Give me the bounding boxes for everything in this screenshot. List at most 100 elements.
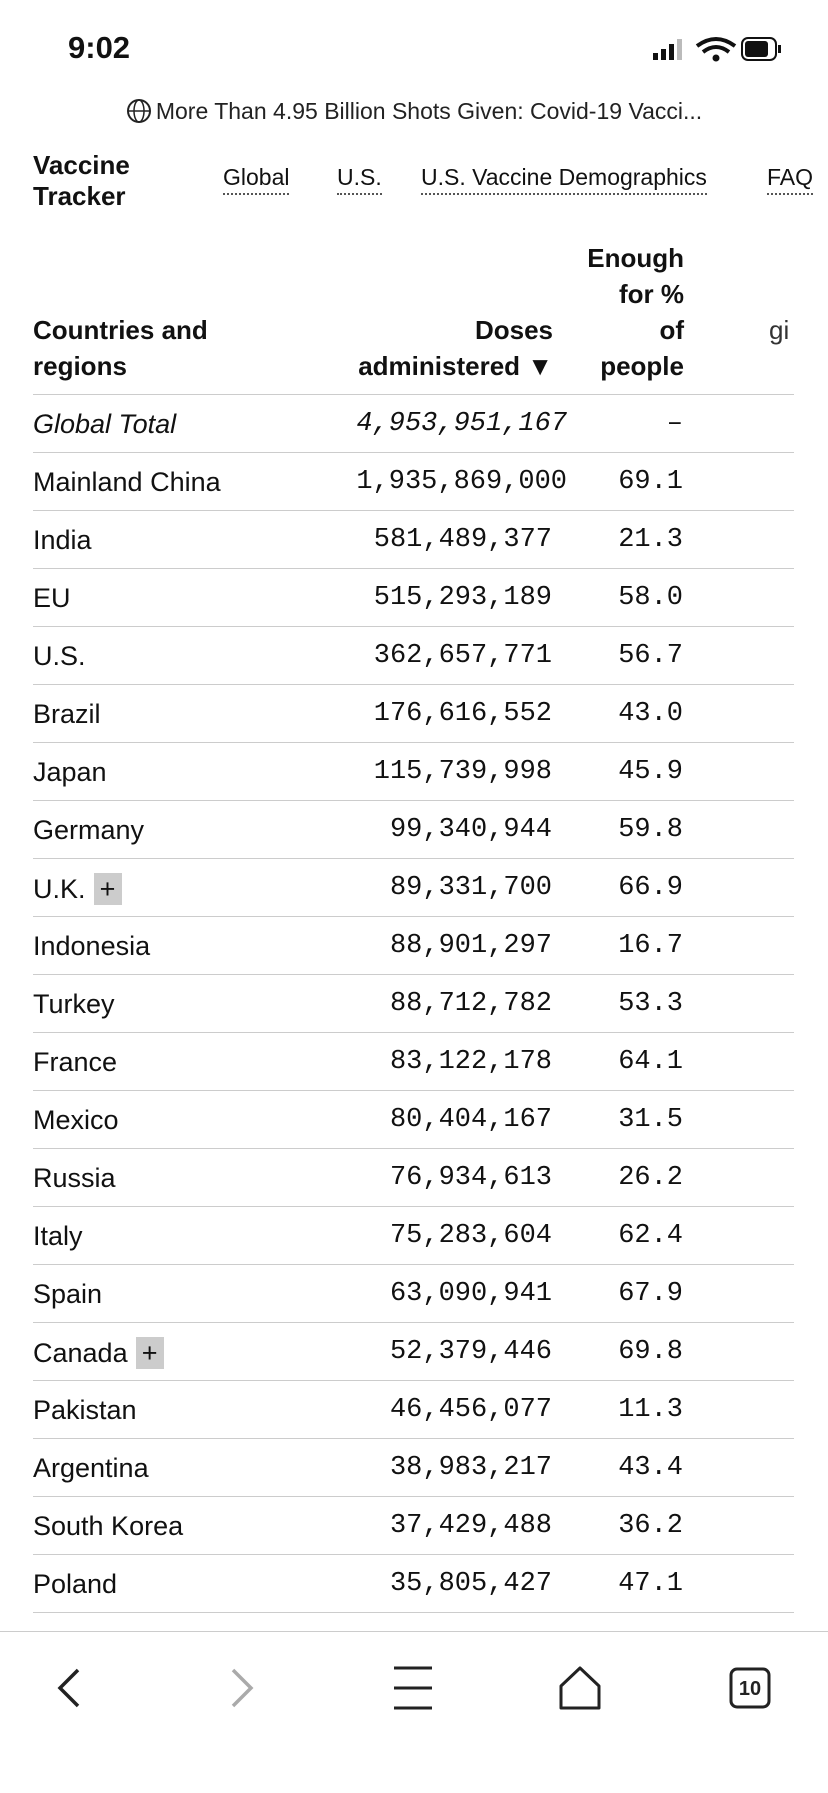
doses: 88,712,782 [389, 989, 552, 1019]
table-row: Russia 76,934,613 26.2 [33, 1149, 794, 1207]
doses: 76,934,613 [389, 1163, 552, 1193]
doses: 75,283,604 [389, 1221, 552, 1251]
column-header: Enough for % of people [587, 240, 684, 384]
table-row: Brazil 176,616,552 43.0 [33, 685, 794, 743]
tab-count: 10 [739, 1678, 761, 1700]
header-rule [33, 394, 794, 395]
nav-link[interactable]: Global [223, 164, 290, 195]
percent: 31.5 [618, 1105, 683, 1135]
percent: 69.8 [618, 1337, 683, 1367]
column-header: gi [769, 312, 789, 348]
doses: 46,456,077 [389, 1395, 552, 1425]
percent: 26.2 [618, 1163, 683, 1193]
table-row: EU 515,293,189 58.0 [33, 569, 794, 627]
doses: 515,293,189 [373, 583, 552, 613]
percent: 36.2 [618, 1511, 683, 1541]
toolbar-icons: 10 [57, 1666, 771, 1710]
country-name: France [33, 1047, 118, 1077]
status-time: 9:02 [68, 30, 131, 65]
percent: 56.7 [618, 641, 683, 671]
doses: 38,983,217 [389, 1453, 552, 1483]
expand-button[interactable]: + [135, 1337, 164, 1369]
table-row: U.K. + 89,331,700 66.9 [33, 859, 794, 917]
percent: 16.7 [618, 931, 683, 961]
header-line: administered ▼ [358, 351, 553, 381]
table-row: India 581,489,377 21.3 [33, 511, 794, 569]
table-row: France 83,122,178 64.1 [33, 1033, 794, 1091]
country-name: Spain [33, 1279, 103, 1309]
globe-icon [126, 99, 151, 123]
doses: 83,122,178 [389, 1047, 552, 1077]
table-row: South Korea 37,429,488 36.2 [33, 1497, 794, 1555]
nav-link[interactable]: FAQ [767, 164, 814, 195]
country-name: Argentina [33, 1453, 149, 1483]
percent: 59.8 [618, 815, 683, 845]
doses: 4,953,951,167 [356, 409, 567, 439]
header-line: of [659, 315, 684, 345]
doses: 99,340,944 [389, 815, 552, 845]
percent: 58.0 [618, 583, 683, 613]
header-line: regions [33, 351, 127, 381]
nav-link[interactable]: U.S. Vaccine Demographics [421, 164, 707, 195]
country-name: Global Total [33, 409, 177, 439]
header-line: gi [769, 315, 790, 345]
doses: 88,901,297 [389, 931, 552, 961]
country-name: Poland [33, 1569, 118, 1599]
country-name: EU [33, 583, 71, 613]
forward-button[interactable] [231, 1668, 254, 1708]
expand-button[interactable]: + [93, 873, 122, 905]
table-row: Mexico 80,404,167 31.5 [33, 1091, 794, 1149]
country-name: Italy [33, 1221, 83, 1251]
status-icons [653, 37, 781, 62]
doses: 176,616,552 [373, 699, 552, 729]
percent: 47.1 [618, 1569, 683, 1599]
toolbar: 10 [0, 1631, 828, 1793]
doses: 52,379,446 [389, 1337, 552, 1367]
doses: 581,489,377 [373, 525, 552, 555]
table-row: Japan 115,739,998 45.9 [33, 743, 794, 801]
menu-button[interactable] [394, 1666, 432, 1710]
table-row: Italy 75,283,604 62.4 [33, 1207, 794, 1265]
country-name: Pakistan [33, 1395, 137, 1425]
percent: 11.3 [618, 1395, 683, 1425]
table-row: Indonesia 88,901,297 16.7 [33, 917, 794, 975]
table-row: Mainland China 1,935,869,000 69.1 [33, 453, 794, 511]
country-name: Turkey [33, 989, 115, 1019]
country-name: South Korea [33, 1511, 184, 1541]
header-line: people [600, 351, 684, 381]
home-button[interactable] [559, 1666, 601, 1710]
table-row: Poland 35,805,427 47.1 [33, 1555, 794, 1613]
nav-link[interactable]: U.S. [337, 164, 382, 195]
header-line: Doses [474, 315, 553, 345]
country-name: India [33, 525, 92, 555]
percent: 43.0 [618, 699, 683, 729]
country-name: Canada + [33, 1337, 164, 1369]
percent: 43.4 [618, 1453, 683, 1483]
country-name: Russia [33, 1163, 116, 1193]
tabs-button[interactable] [729, 1667, 771, 1709]
doses: 35,805,427 [389, 1569, 552, 1599]
table-row: Argentina 38,983,217 43.4 [33, 1439, 794, 1497]
doses: 115,739,998 [373, 757, 552, 787]
table-row: Global Total 4,953,951,167 – [33, 395, 794, 453]
doses: 80,404,167 [389, 1105, 552, 1135]
percent: 53.3 [618, 989, 683, 1019]
doses: 63,090,941 [389, 1279, 552, 1309]
back-button[interactable] [57, 1668, 80, 1708]
table-row: U.S. 362,657,771 56.7 [33, 627, 794, 685]
country-name: Mainland China [33, 467, 221, 497]
country-name: U.K. + [33, 873, 122, 905]
page-title: More Than 4.95 Billion Shots Given: Covi… [155, 98, 703, 124]
table-row: Turkey 88,712,782 53.3 [33, 975, 794, 1033]
percent: 62.4 [618, 1221, 683, 1251]
nav-title-line: Vaccine [33, 150, 130, 180]
percent: 64.1 [618, 1047, 683, 1077]
doses: 1,935,869,000 [356, 467, 567, 497]
header-line: Countries and [33, 315, 208, 345]
column-header: Doses administered ▼ [358, 312, 553, 384]
percent: 67.9 [618, 1279, 683, 1309]
percent: – [666, 409, 683, 439]
address-bar[interactable]: More Than 4.95 Billion Shots Given: Covi… [0, 98, 828, 125]
table-row: Germany 99,340,944 59.8 [33, 801, 794, 859]
table-row: Canada + 52,379,446 69.8 [33, 1323, 794, 1381]
